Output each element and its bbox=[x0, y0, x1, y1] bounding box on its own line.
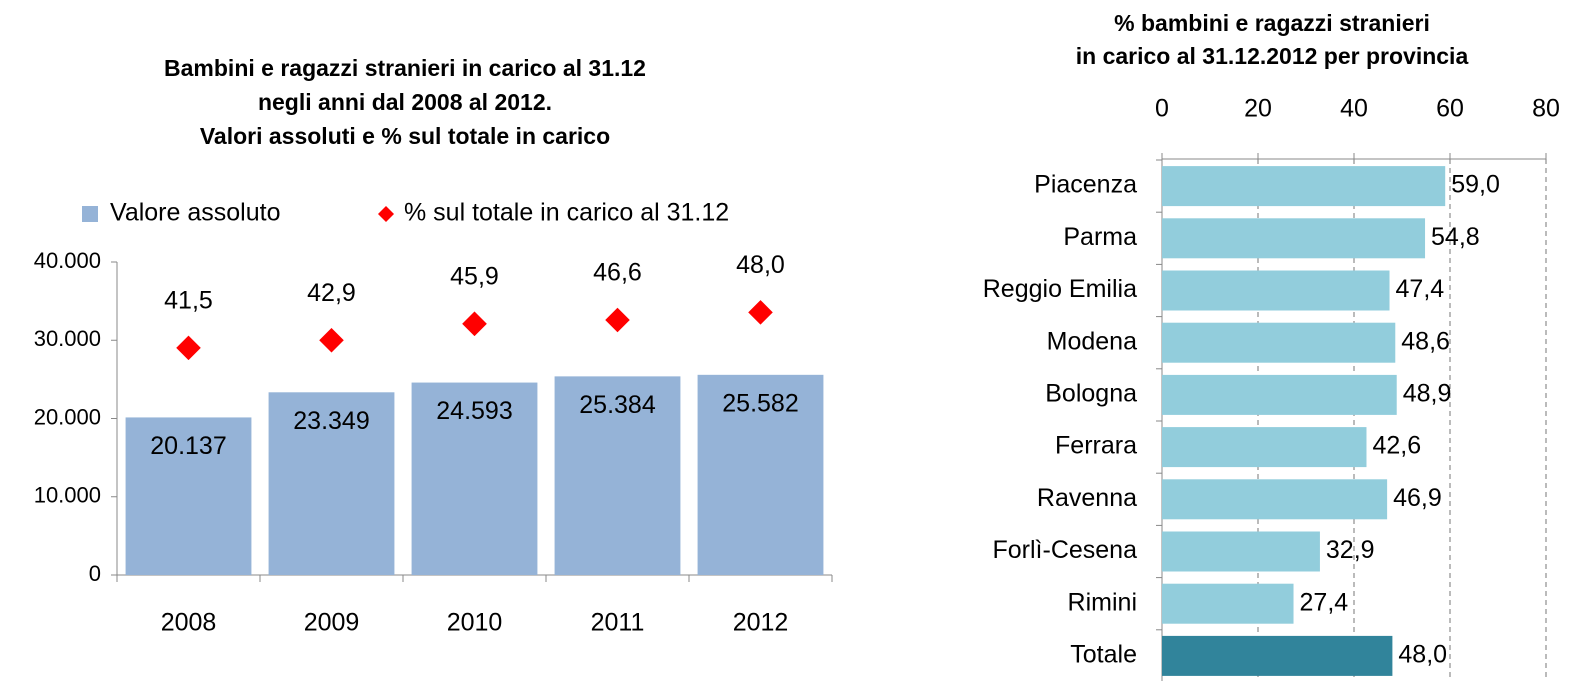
bar bbox=[411, 382, 538, 575]
y-tick-label: Rimini bbox=[1068, 588, 1137, 616]
data-label: 45,9 bbox=[450, 262, 499, 290]
data-label: 27,4 bbox=[1300, 588, 1349, 616]
y-tick-label: 30.000 bbox=[34, 326, 101, 351]
bar bbox=[1162, 479, 1388, 520]
y-tick-label: 0 bbox=[89, 561, 101, 586]
point bbox=[603, 306, 632, 334]
bar bbox=[1162, 322, 1396, 363]
bar bbox=[1162, 166, 1446, 207]
y-tick-label: Modena bbox=[1047, 327, 1137, 355]
data-label: 46,9 bbox=[1393, 484, 1442, 512]
x-tick-label: 0 bbox=[1155, 95, 1169, 123]
data-label: 46,6 bbox=[593, 259, 642, 287]
bar bbox=[554, 376, 681, 575]
bar bbox=[1162, 374, 1397, 415]
bar bbox=[125, 417, 252, 575]
data-label: 23.349 bbox=[293, 407, 369, 435]
data-label: 48,0 bbox=[1398, 641, 1447, 669]
data-label: 54,8 bbox=[1431, 223, 1480, 251]
x-tick-label: 60 bbox=[1436, 95, 1464, 123]
x-tick-label: 2012 bbox=[733, 609, 789, 637]
chart-title: negli anni dal 2008 al 2012. bbox=[258, 89, 552, 115]
legend-label: % sul totale in carico al 31.12 bbox=[404, 199, 729, 227]
y-tick-label: 40.000 bbox=[34, 248, 101, 273]
chart-title: Bambini e ragazzi stranieri in carico al… bbox=[164, 55, 646, 81]
y-tick-label: 10.000 bbox=[34, 483, 101, 508]
x-tick-label: 2009 bbox=[304, 609, 360, 637]
x-tick-label: 2010 bbox=[447, 609, 503, 637]
legend-label: Valore assoluto bbox=[110, 199, 280, 227]
legend-marker bbox=[378, 206, 394, 222]
y-tick-label: Totale bbox=[1070, 641, 1137, 669]
bar bbox=[1162, 635, 1393, 676]
y-tick-label: Ravenna bbox=[1037, 484, 1137, 512]
bar bbox=[1162, 583, 1294, 624]
x-tick-label: 20 bbox=[1244, 95, 1272, 123]
y-tick-label: Ferrara bbox=[1055, 432, 1137, 460]
point bbox=[317, 326, 346, 354]
chart-title: Valori assoluti e % sul totale in carico bbox=[200, 123, 610, 149]
data-label: 42,6 bbox=[1372, 432, 1421, 460]
point bbox=[174, 334, 203, 362]
data-label: 41,5 bbox=[164, 287, 213, 315]
x-tick-label: 80 bbox=[1532, 95, 1560, 123]
x-tick-label: 40 bbox=[1340, 95, 1368, 123]
data-label: 20.137 bbox=[150, 432, 226, 460]
bar bbox=[1162, 531, 1320, 572]
data-label: 25.384 bbox=[579, 391, 656, 419]
data-label: 47,4 bbox=[1396, 275, 1445, 303]
y-tick-label: Piacenza bbox=[1034, 171, 1137, 199]
bar bbox=[697, 374, 824, 575]
data-label: 24.593 bbox=[436, 397, 512, 425]
bar bbox=[1162, 270, 1390, 311]
point bbox=[746, 298, 775, 327]
x-tick-label: 2011 bbox=[591, 609, 645, 637]
y-tick-label: Reggio Emilia bbox=[983, 275, 1137, 303]
chart-title: % bambini e ragazzi stranieri bbox=[1114, 10, 1430, 36]
chart-title: in carico al 31.12.2012 per provincia bbox=[1076, 43, 1469, 69]
y-tick-label: Bologna bbox=[1045, 380, 1137, 408]
data-label: 59,0 bbox=[1451, 171, 1500, 199]
legend-marker bbox=[82, 206, 98, 222]
data-label: 48,0 bbox=[736, 251, 785, 279]
point bbox=[460, 310, 489, 338]
data-label: 42,9 bbox=[307, 279, 356, 307]
data-label: 32,9 bbox=[1326, 536, 1375, 564]
data-label: 25.582 bbox=[722, 389, 798, 417]
y-tick-label: 20.000 bbox=[34, 404, 101, 429]
x-tick-label: 2008 bbox=[161, 609, 217, 637]
data-label: 48,9 bbox=[1403, 380, 1452, 408]
bar bbox=[1162, 218, 1426, 259]
y-tick-label: Parma bbox=[1063, 223, 1137, 251]
bar bbox=[268, 392, 395, 575]
bar bbox=[1162, 427, 1367, 468]
y-tick-label: Forlì-Cesena bbox=[993, 536, 1138, 564]
data-label: 48,6 bbox=[1401, 327, 1450, 355]
